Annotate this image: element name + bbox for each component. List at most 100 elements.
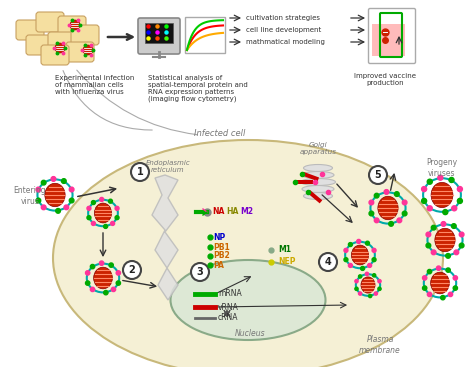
Circle shape — [115, 206, 119, 210]
Text: HA: HA — [226, 207, 238, 215]
Circle shape — [438, 175, 443, 180]
Circle shape — [373, 274, 376, 277]
FancyBboxPatch shape — [41, 45, 69, 65]
Ellipse shape — [361, 277, 375, 293]
Ellipse shape — [171, 260, 326, 340]
Ellipse shape — [435, 228, 455, 252]
Circle shape — [100, 261, 104, 265]
Circle shape — [389, 222, 393, 226]
Circle shape — [109, 263, 113, 267]
Text: Endoplasmic
reticulum: Endoplasmic reticulum — [146, 160, 191, 173]
Circle shape — [402, 200, 407, 205]
Text: PA: PA — [213, 261, 224, 269]
Circle shape — [402, 211, 407, 216]
Circle shape — [441, 295, 445, 300]
FancyBboxPatch shape — [16, 20, 44, 40]
Circle shape — [369, 166, 387, 184]
Ellipse shape — [302, 185, 334, 193]
Text: 1: 1 — [137, 167, 143, 177]
Circle shape — [378, 280, 381, 283]
Bar — [302, 172, 319, 181]
Text: mRNA: mRNA — [218, 290, 242, 298]
Circle shape — [369, 211, 374, 216]
Bar — [145, 23, 173, 43]
Circle shape — [358, 292, 362, 295]
Circle shape — [51, 177, 56, 181]
Circle shape — [91, 201, 95, 204]
Ellipse shape — [301, 178, 336, 185]
Ellipse shape — [351, 245, 369, 265]
Circle shape — [431, 225, 436, 230]
Text: cultivation strategies: cultivation strategies — [246, 15, 320, 21]
FancyArrowPatch shape — [63, 70, 152, 130]
Circle shape — [394, 192, 399, 196]
Circle shape — [453, 286, 457, 290]
Circle shape — [372, 258, 376, 262]
Ellipse shape — [94, 267, 112, 289]
Circle shape — [41, 205, 46, 210]
Bar — [185, 17, 225, 53]
Text: NP: NP — [213, 233, 225, 241]
Ellipse shape — [94, 203, 111, 223]
Circle shape — [36, 198, 41, 203]
Circle shape — [109, 199, 112, 203]
Circle shape — [87, 216, 91, 219]
Circle shape — [374, 193, 379, 198]
FancyBboxPatch shape — [48, 32, 76, 52]
FancyBboxPatch shape — [138, 18, 180, 54]
Circle shape — [69, 187, 74, 192]
Text: Plasma
membrane: Plasma membrane — [359, 335, 401, 355]
Circle shape — [372, 248, 376, 252]
Circle shape — [428, 292, 432, 297]
Circle shape — [457, 186, 463, 192]
Circle shape — [100, 197, 104, 201]
Circle shape — [437, 266, 441, 270]
Circle shape — [365, 241, 369, 245]
Circle shape — [428, 269, 432, 274]
Circle shape — [422, 286, 427, 290]
Circle shape — [422, 276, 427, 280]
Circle shape — [85, 271, 90, 275]
Circle shape — [62, 179, 66, 184]
FancyBboxPatch shape — [368, 8, 416, 63]
Circle shape — [87, 206, 91, 210]
Text: 3: 3 — [197, 267, 203, 277]
Text: mathmatical modeling: mathmatical modeling — [246, 39, 325, 45]
Circle shape — [368, 294, 372, 298]
FancyBboxPatch shape — [36, 12, 64, 32]
Circle shape — [443, 210, 448, 215]
Circle shape — [36, 187, 41, 192]
Circle shape — [115, 216, 119, 219]
Bar — [297, 180, 313, 184]
Text: Experimental infection
of mammalian cells
with influenza virus: Experimental infection of mammalian cell… — [55, 75, 134, 95]
Circle shape — [91, 221, 95, 225]
Circle shape — [448, 292, 453, 297]
Circle shape — [427, 206, 432, 211]
Ellipse shape — [431, 272, 449, 294]
Circle shape — [374, 292, 377, 295]
Circle shape — [111, 287, 116, 291]
Circle shape — [70, 20, 80, 30]
Circle shape — [454, 250, 459, 255]
Polygon shape — [152, 175, 178, 300]
Circle shape — [374, 218, 379, 223]
Text: 4: 4 — [325, 257, 331, 267]
Circle shape — [361, 266, 365, 270]
Ellipse shape — [303, 164, 332, 171]
Circle shape — [41, 180, 46, 185]
Circle shape — [55, 43, 65, 53]
Circle shape — [459, 232, 464, 237]
Ellipse shape — [53, 140, 443, 367]
Ellipse shape — [378, 196, 398, 220]
Circle shape — [69, 198, 74, 203]
Text: Golgi
apparatus: Golgi apparatus — [300, 142, 337, 155]
Circle shape — [355, 280, 358, 283]
FancyBboxPatch shape — [66, 42, 94, 62]
Circle shape — [91, 265, 95, 269]
Circle shape — [348, 243, 352, 247]
Circle shape — [446, 254, 450, 258]
Text: cell line development: cell line development — [246, 27, 321, 33]
Circle shape — [348, 264, 352, 268]
Text: PB1: PB1 — [213, 243, 230, 251]
Circle shape — [426, 232, 431, 237]
